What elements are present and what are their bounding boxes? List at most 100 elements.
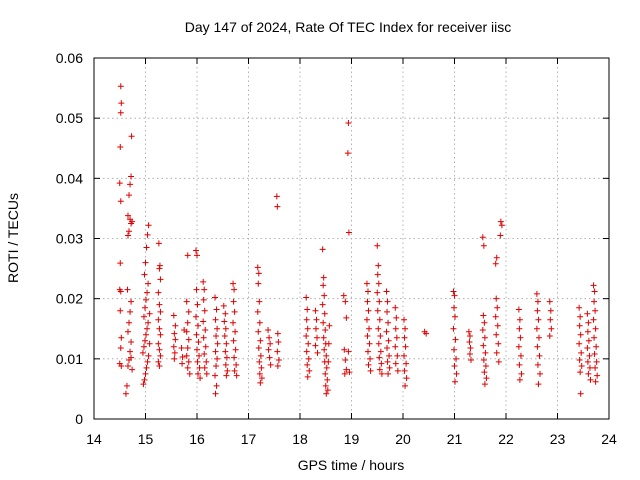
- data-point: [342, 298, 349, 305]
- data-point: [515, 343, 522, 350]
- data-point: [117, 307, 124, 314]
- data-point: [480, 357, 487, 364]
- data-point: [394, 367, 401, 374]
- data-point: [479, 234, 486, 241]
- data-point: [313, 334, 320, 341]
- data-point: [192, 247, 199, 254]
- data-point: [157, 276, 164, 283]
- data-point: [221, 318, 228, 325]
- data-point: [171, 355, 178, 362]
- data-point: [306, 367, 313, 374]
- data-point: [323, 364, 330, 371]
- data-point: [481, 369, 488, 376]
- x-tick-label: 18: [292, 431, 308, 447]
- data-point: [481, 381, 488, 388]
- data-point: [364, 298, 371, 305]
- data-point: [118, 334, 125, 341]
- data-point: [375, 280, 382, 287]
- data-point: [515, 306, 522, 313]
- data-point: [364, 348, 371, 355]
- data-point: [194, 301, 201, 308]
- data-point: [221, 332, 228, 339]
- data-point: [156, 301, 163, 308]
- data-point: [593, 358, 600, 365]
- data-point: [305, 355, 312, 362]
- data-point: [146, 310, 153, 317]
- data-point: [179, 354, 186, 361]
- data-point: [482, 363, 489, 370]
- data-point: [592, 364, 599, 371]
- data-point: [212, 316, 219, 323]
- data-point: [546, 332, 553, 339]
- data-point: [346, 369, 353, 376]
- data-point: [200, 278, 207, 285]
- data-point: [467, 345, 474, 352]
- data-point: [214, 355, 221, 362]
- data-point: [212, 372, 219, 379]
- data-point: [192, 313, 199, 320]
- data-point: [230, 298, 237, 305]
- data-point: [157, 331, 164, 338]
- data-point: [141, 337, 148, 344]
- data-point: [193, 286, 200, 293]
- data-point: [222, 361, 229, 368]
- data-point: [480, 242, 487, 249]
- data-point: [482, 349, 489, 356]
- data-point: [536, 352, 543, 359]
- data-point: [378, 370, 385, 377]
- data-point: [142, 370, 149, 377]
- data-point: [145, 280, 152, 287]
- data-point: [274, 330, 281, 337]
- data-point: [141, 304, 148, 311]
- data-point: [385, 370, 392, 377]
- data-point: [584, 358, 591, 365]
- data-point: [320, 282, 327, 289]
- grid-lines: [94, 58, 609, 419]
- data-point: [423, 330, 430, 337]
- data-point: [466, 332, 473, 339]
- data-point: [383, 328, 390, 335]
- data-point: [375, 262, 382, 269]
- data-point: [156, 325, 163, 332]
- data-point: [303, 348, 310, 355]
- data-point: [365, 307, 372, 314]
- data-point: [312, 307, 319, 314]
- data-point: [546, 298, 553, 305]
- data-point: [255, 345, 262, 352]
- data-point: [220, 302, 227, 309]
- data-point: [492, 313, 499, 320]
- data-point: [401, 367, 408, 374]
- data-point: [450, 346, 457, 353]
- data-point: [200, 296, 207, 303]
- data-point: [266, 334, 273, 341]
- data-point: [145, 319, 152, 326]
- data-point: [450, 288, 457, 295]
- data-point: [303, 294, 310, 301]
- data-point: [156, 265, 163, 272]
- data-point: [195, 370, 202, 377]
- data-point: [230, 337, 237, 344]
- data-point: [213, 382, 220, 389]
- data-point: [170, 343, 177, 350]
- data-point: [140, 381, 147, 388]
- data-point: [533, 325, 540, 332]
- data-point: [157, 352, 164, 359]
- data-point: [144, 231, 151, 238]
- data-point: [378, 360, 385, 367]
- data-point: [319, 301, 326, 308]
- data-point: [393, 314, 400, 321]
- data-point: [584, 328, 591, 335]
- data-point: [392, 325, 399, 332]
- data-point: [392, 343, 399, 350]
- data-point: [493, 349, 500, 356]
- data-point: [592, 307, 599, 314]
- x-tick-label: 15: [138, 431, 154, 447]
- data-point: [324, 387, 331, 394]
- data-point: [401, 316, 408, 323]
- data-point: [222, 310, 229, 317]
- data-point: [185, 308, 192, 315]
- data-point: [377, 348, 384, 355]
- data-point: [155, 240, 162, 247]
- data-point: [139, 349, 146, 356]
- data-point: [117, 83, 124, 90]
